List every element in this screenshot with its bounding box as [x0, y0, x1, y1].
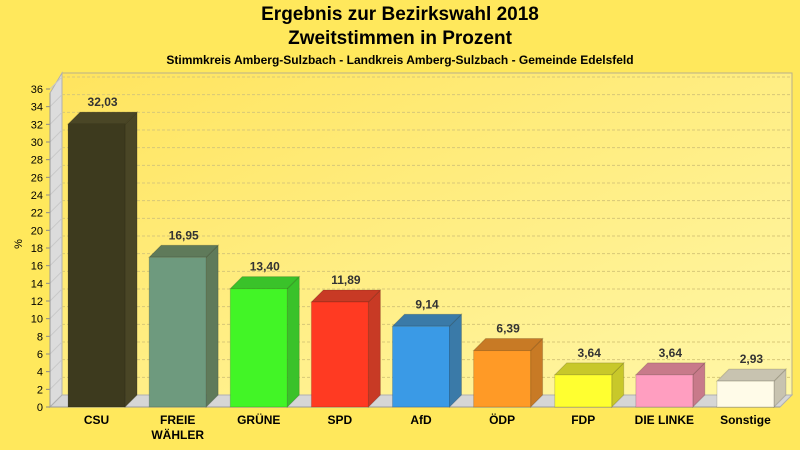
category-label: AfD: [410, 413, 432, 427]
bar-top: [310, 289, 382, 303]
y-tick-label: 12: [31, 296, 43, 308]
category-label: FREIE: [160, 413, 195, 427]
bar-5: 6,39 ÖDP: [472, 322, 544, 427]
bar-8: 2,93 Sonstige: [715, 352, 788, 427]
bar-front: [554, 374, 613, 408]
chart-title: Ergebnis zur Bezirkswahl 2018: [261, 4, 539, 25]
y-tick-label: 18: [31, 243, 43, 255]
bar-2: 13,40 GRÜNE: [229, 260, 301, 427]
bar-front: [392, 325, 450, 408]
chart-subtitle: Zweitstimmen in Prozent: [288, 28, 512, 49]
gridline-side: [49, 306, 63, 320]
gridline-side: [49, 129, 63, 143]
y-tick-label: 34: [31, 102, 43, 114]
y-tick-label: 22: [31, 208, 43, 220]
y-tick-label: 26: [31, 172, 43, 184]
category-label: SPD: [328, 413, 353, 427]
y-axis-label: %: [13, 239, 25, 249]
value-label: 3,64: [578, 346, 602, 360]
bar-side: [367, 288, 381, 409]
category-label: CSU: [84, 413, 109, 427]
bar-front: [67, 123, 126, 408]
gridline-side: [49, 270, 63, 284]
y-tick-label: 4: [37, 367, 43, 379]
gridline-side: [49, 217, 63, 231]
y-tick-label: 14: [31, 278, 43, 290]
gridline-side: [49, 235, 63, 249]
y-tick-label: 10: [31, 314, 43, 326]
category-label: ÖDP: [489, 412, 515, 427]
gridline-side: [49, 376, 63, 390]
gridline-side: [49, 359, 63, 373]
bar-front: [229, 288, 288, 408]
gridline-side: [49, 111, 63, 125]
y-tick-label: 30: [31, 137, 43, 149]
y-tick-label: 24: [31, 190, 43, 202]
bar-top: [229, 276, 301, 290]
bar-7: 3,64 DIE LINKE: [634, 346, 707, 427]
bar-side: [286, 275, 300, 409]
bar-side: [449, 313, 462, 409]
value-label: 13,40: [250, 260, 280, 274]
value-label: 11,89: [331, 273, 361, 287]
category-label: FDP: [571, 413, 595, 427]
gridline-side: [49, 147, 63, 161]
gridline-side: [49, 323, 63, 337]
gridline-side: [49, 164, 63, 178]
category-label: Sonstige: [720, 413, 771, 427]
gridline-side: [49, 76, 63, 90]
value-label: 2,93: [740, 352, 764, 366]
chart-region-subtitle: Stimmkreis Amberg-Sulzbach - Landkreis A…: [166, 53, 634, 67]
value-label: 32,03: [88, 95, 118, 109]
gridline-side: [49, 182, 63, 196]
y-tick-label: 6: [37, 349, 43, 361]
gridline-side: [49, 253, 63, 267]
y-tick-label: 28: [31, 155, 43, 167]
bar-top: [66, 111, 139, 125]
bar-top: [715, 368, 788, 382]
value-label: 3,64: [659, 346, 683, 360]
bar-top: [391, 313, 463, 327]
bar-0: 32,03 CSU: [66, 95, 139, 427]
value-label: 16,95: [169, 228, 199, 242]
value-label: 6,39: [496, 322, 520, 336]
y-tick-label: 2: [37, 384, 43, 396]
bar-3: 11,89 SPD: [310, 273, 382, 427]
y-tick-label: 20: [31, 225, 43, 237]
bar-side: [205, 244, 219, 409]
bar-front: [635, 374, 694, 408]
gridline-side: [49, 94, 63, 108]
bar-top: [472, 338, 544, 352]
bar-front: [716, 380, 775, 408]
bar-side: [124, 110, 138, 409]
gridline-side: [49, 200, 63, 214]
bar-4: 9,14 AfD: [391, 297, 463, 427]
y-tick-label: 32: [31, 119, 43, 131]
category-label: DIE LINKE: [635, 413, 694, 427]
y-tick-label: 36: [31, 84, 43, 96]
y-tick-label: 0: [37, 402, 43, 414]
gridline-side: [49, 341, 63, 355]
y-tick-label: 16: [31, 261, 43, 273]
bar-top: [553, 362, 625, 376]
value-label: 9,14: [415, 297, 439, 311]
bar-top: [147, 244, 220, 258]
bar-front: [310, 301, 369, 408]
gridline-side: [49, 288, 63, 302]
category-label: WÄHLER: [151, 427, 204, 442]
bar-front: [148, 256, 207, 408]
bar-front: [473, 350, 532, 408]
bar-6: 3,64 FDP: [553, 346, 625, 427]
y-tick-label: 8: [37, 331, 43, 343]
bar-top: [634, 362, 707, 376]
category-label: GRÜNE: [237, 412, 280, 427]
